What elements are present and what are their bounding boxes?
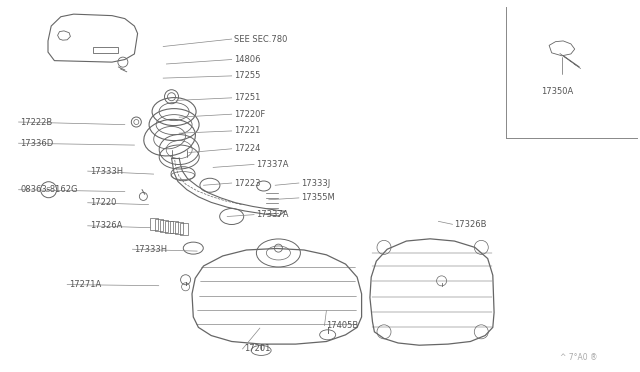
Text: S: S [46, 187, 51, 193]
Text: 17405B: 17405B [326, 321, 358, 330]
Text: 17224: 17224 [234, 144, 260, 153]
Text: 17223: 17223 [234, 179, 260, 187]
Text: 17201: 17201 [244, 344, 271, 353]
Text: 17220: 17220 [90, 198, 116, 207]
Text: 17326B: 17326B [454, 220, 487, 229]
Text: 17251: 17251 [234, 93, 260, 102]
Text: 17333H: 17333H [90, 167, 123, 176]
Bar [165, 221, 173, 232]
Text: 17222B: 17222B [20, 118, 52, 126]
Bar [150, 218, 157, 230]
Text: 14806: 14806 [234, 55, 260, 64]
Text: 17355M: 17355M [301, 193, 335, 202]
Text: 17350A: 17350A [541, 87, 573, 96]
Text: 17336D: 17336D [20, 139, 54, 148]
Text: 17333J: 17333J [301, 179, 330, 187]
Text: 17337A: 17337A [256, 210, 289, 219]
Bar [175, 222, 183, 234]
Text: 17271A: 17271A [69, 280, 101, 289]
Text: ^ 7°A0 ®: ^ 7°A0 ® [561, 353, 598, 362]
Text: 17337A: 17337A [256, 160, 289, 169]
Text: 17326A: 17326A [90, 221, 122, 230]
Bar [160, 220, 168, 232]
Bar [170, 221, 178, 233]
Bar [155, 219, 163, 231]
Text: 08363-8162G: 08363-8162G [20, 185, 78, 194]
Text: 17220F: 17220F [234, 110, 265, 119]
Text: SEE SEC.780: SEE SEC.780 [234, 35, 287, 44]
Text: 17255: 17255 [234, 71, 260, 80]
Text: 17221: 17221 [234, 126, 260, 135]
Text: 17333H: 17333H [134, 245, 168, 254]
Bar [180, 223, 188, 235]
